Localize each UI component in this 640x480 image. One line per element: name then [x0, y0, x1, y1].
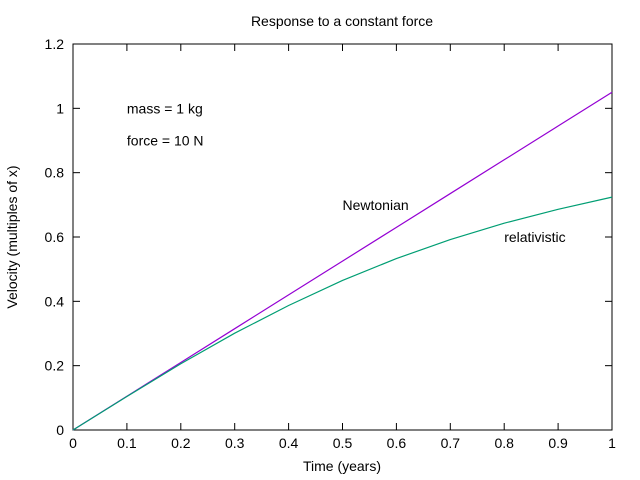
- x-tick-label: 0.8: [494, 435, 514, 451]
- series-layer: [72, 91, 613, 431]
- x-tick-label: 0.4: [279, 435, 299, 451]
- annotation-layer: mass = 1 kg force = 10 N Newtonian relativi…: [127, 100, 566, 245]
- y-tick-label: 0.8: [45, 165, 65, 181]
- x-tick-label: 0: [69, 435, 77, 451]
- x-tick-label: 0.5: [333, 435, 353, 451]
- y-tick-label: 0.4: [45, 293, 65, 309]
- annotation-label: mass = 1 kg: [127, 100, 203, 116]
- y-axis-label: Velocity (multiples of x): [4, 165, 20, 308]
- y-tick-label: 1: [56, 100, 64, 116]
- series-line-newtonian: [72, 91, 613, 431]
- x-tick-label: 0.1: [117, 435, 137, 451]
- y-tick-label: 0: [56, 422, 64, 438]
- annotation-label: Newtonian: [343, 197, 409, 213]
- y-axis-ticks: 0 0.2 0.4 0.6 0.8 1 1.2: [45, 36, 612, 438]
- annotation-label: force = 10 N: [127, 133, 204, 149]
- x-tick-label: 0.6: [387, 435, 407, 451]
- annotation-label: relativistic: [504, 229, 565, 245]
- x-tick-label: 0.2: [171, 435, 191, 451]
- chart-title: Response to a constant force: [251, 13, 433, 29]
- y-tick-label: 0.6: [45, 229, 65, 245]
- x-axis-ticks: 0 0.1 0.2 0.3 0.4 0.5 0.6 0.7 0.8 0.9 1: [69, 44, 616, 451]
- x-axis-label: Time (years): [303, 458, 381, 474]
- x-tick-label: 0.3: [225, 435, 245, 451]
- y-tick-label: 1.2: [45, 36, 65, 52]
- x-tick-label: 0.7: [441, 435, 461, 451]
- y-tick-label: 0.2: [45, 358, 65, 374]
- series-line-relativistic: [72, 196, 613, 431]
- x-tick-label: 1: [608, 435, 616, 451]
- x-tick-label: 0.9: [548, 435, 568, 451]
